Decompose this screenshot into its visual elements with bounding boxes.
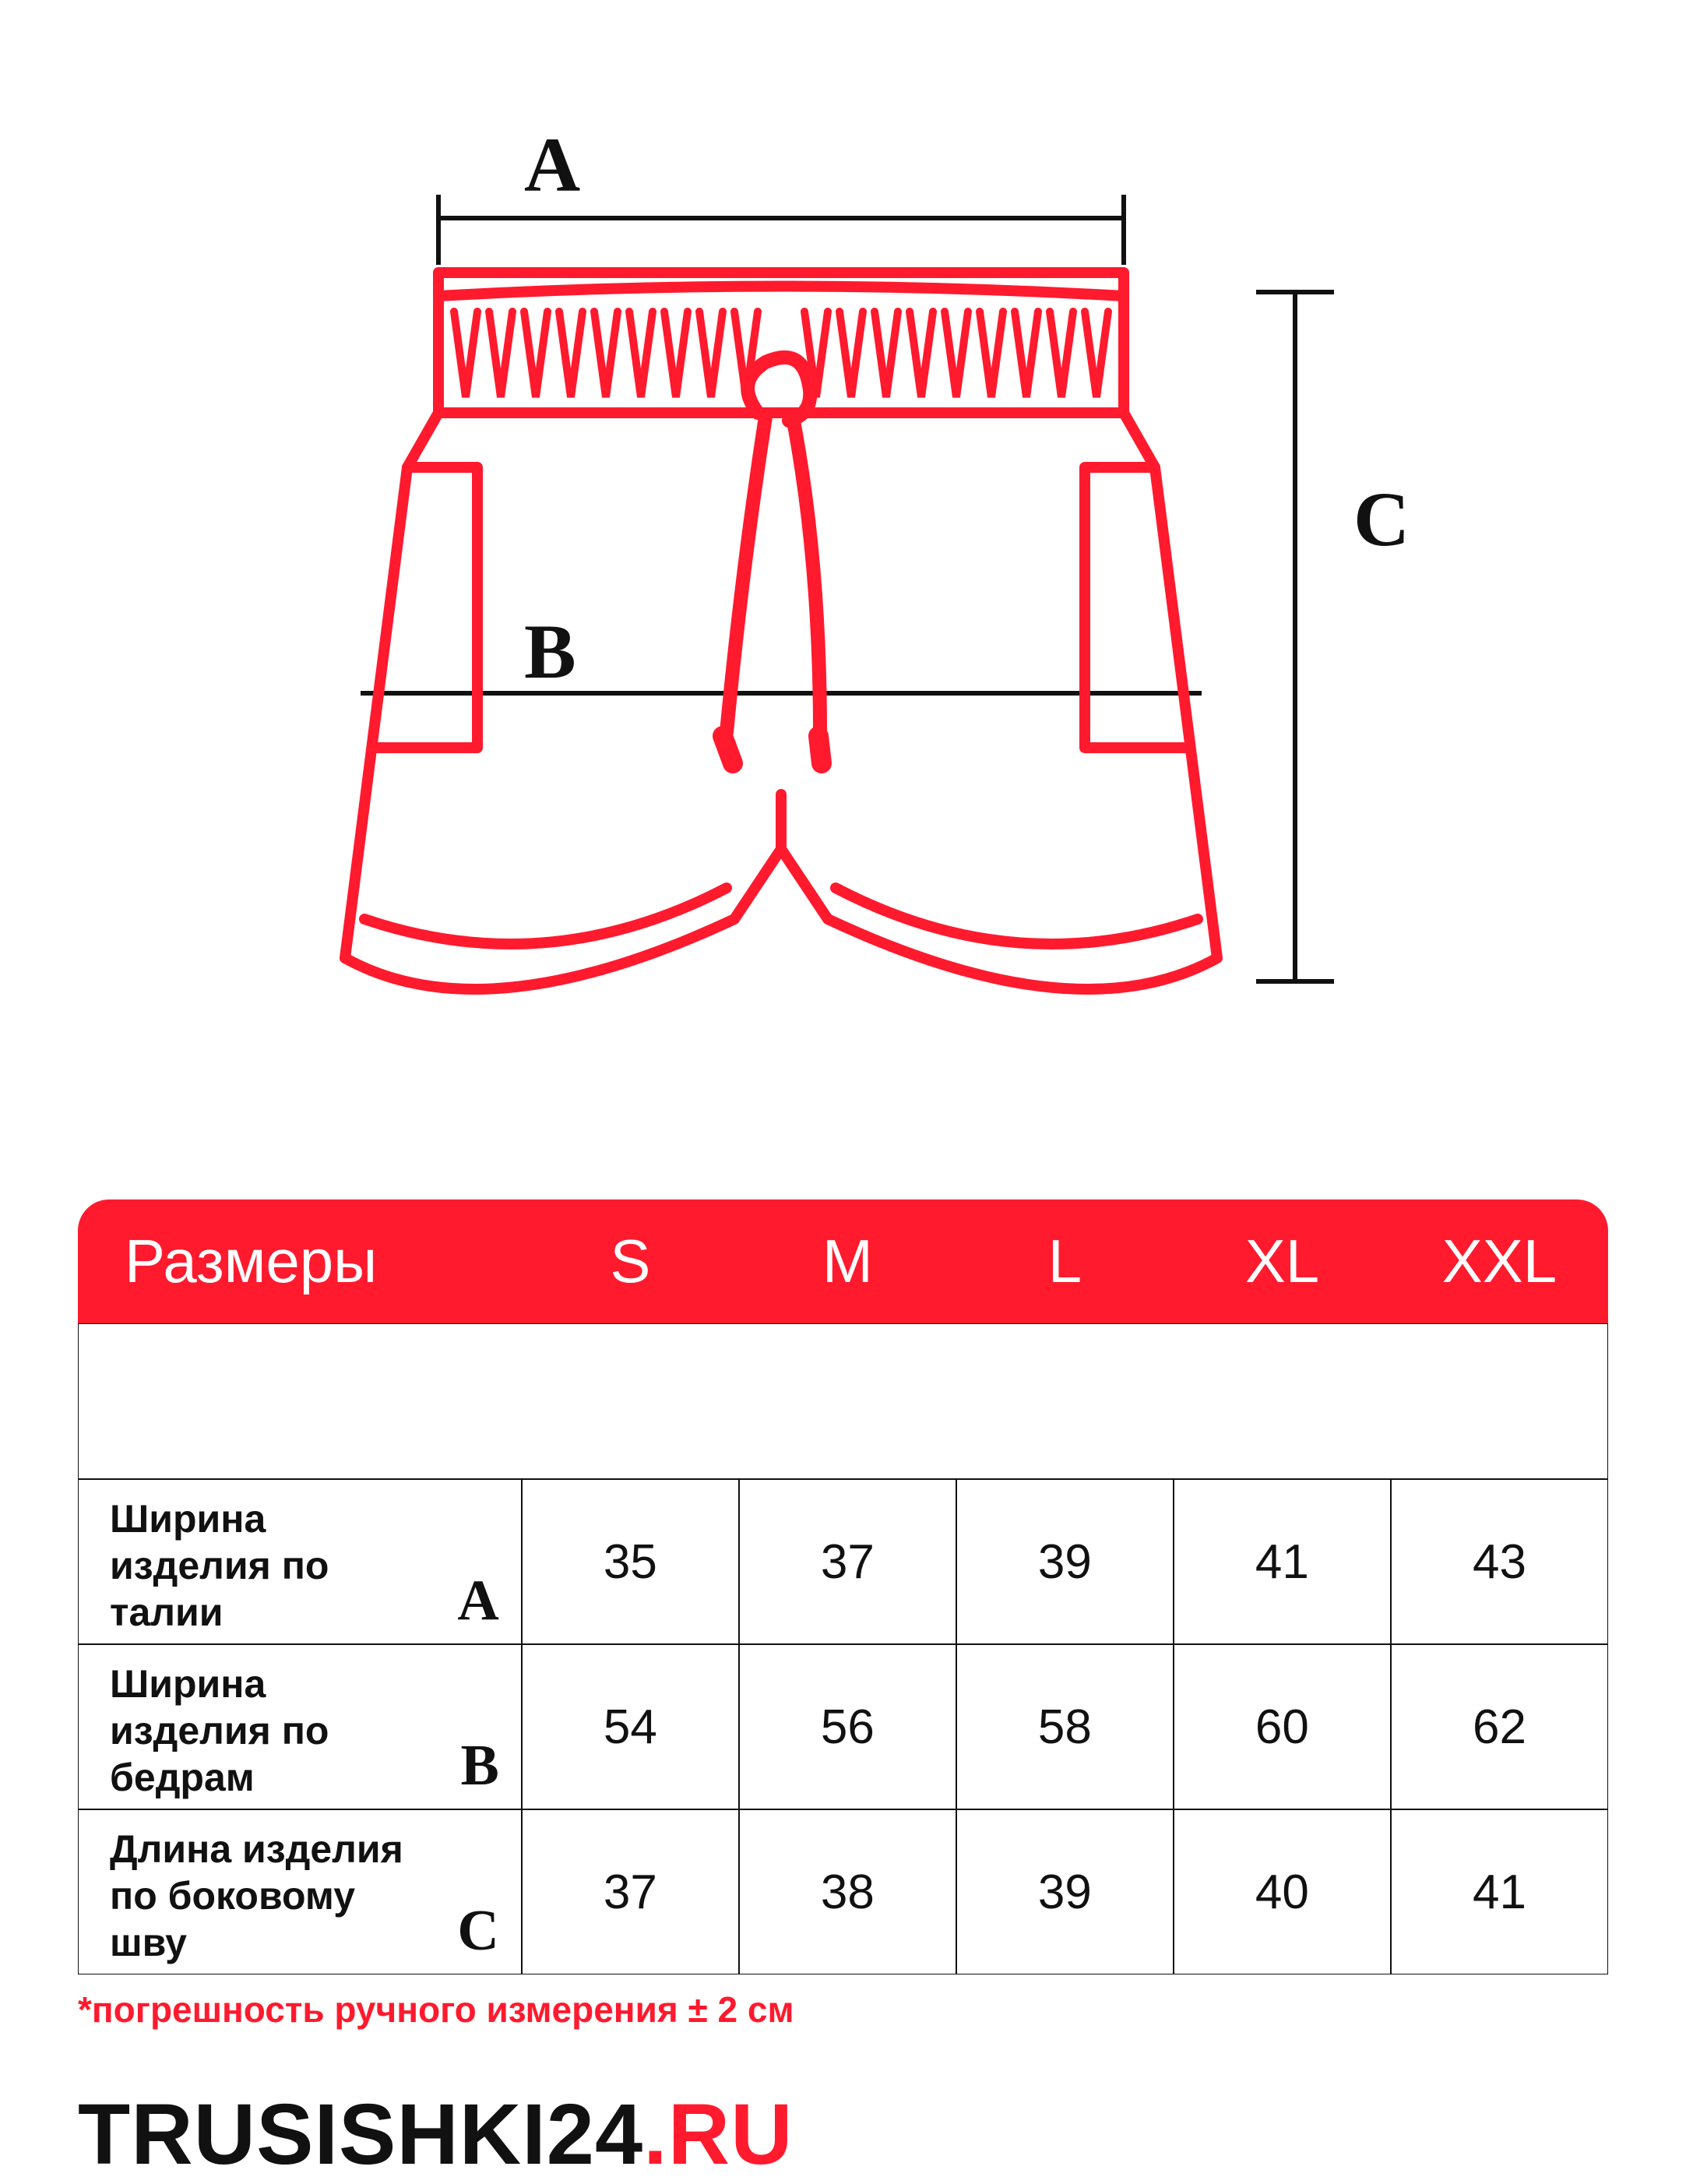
- table-header-row: Размеры S M L XL XXL: [78, 1199, 1608, 1323]
- value-cell: 56: [739, 1644, 956, 1809]
- value-cell: 62: [1391, 1644, 1608, 1809]
- shorts-outline: [345, 273, 1217, 989]
- shorts-diagram: A C B: [78, 62, 1608, 1137]
- table-row: Ширина изделия по бедрам B 54 56 58 60 6…: [78, 1644, 1608, 1809]
- header-size: M: [739, 1199, 956, 1323]
- metric-cell: Длина изделия по боковому шву C: [78, 1809, 522, 1974]
- value-cell: 35: [522, 1479, 739, 1644]
- header-size: S: [522, 1199, 739, 1323]
- metric-letter: B: [461, 1731, 499, 1801]
- value-cell: 37: [739, 1479, 956, 1644]
- table-row: Ширина изделия по талии A 35 37 39 41 43: [78, 1479, 1608, 1644]
- value-cell: 60: [1174, 1644, 1391, 1809]
- size-table: Размеры S M L XL XXL Ширина изделия по т…: [78, 1199, 1608, 1974]
- value-cell: 54: [522, 1644, 739, 1809]
- metric-label: Длина изделия по боковому шву: [110, 1826, 420, 1966]
- metric-label: Ширина изделия по бедрам: [110, 1661, 420, 1801]
- dimension-label-b: B: [524, 608, 576, 695]
- header-size: L: [956, 1199, 1174, 1323]
- header-sizes-label: Размеры: [78, 1199, 522, 1323]
- value-cell: 40: [1174, 1809, 1391, 1974]
- metric-cell: Ширина изделия по талии A: [78, 1479, 522, 1644]
- metric-label: Ширина изделия по талии: [110, 1495, 420, 1636]
- header-size: XXL: [1391, 1199, 1608, 1323]
- table-row: Длина изделия по боковому шву C 37 38 39…: [78, 1809, 1608, 1974]
- metric-cell: Ширина изделия по бедрам B: [78, 1644, 522, 1809]
- value-cell: 58: [956, 1644, 1174, 1809]
- footnote: *погрешность ручного измерения ± 2 см: [78, 1988, 1608, 2031]
- value-cell: 41: [1391, 1809, 1608, 1974]
- value-cell: 39: [956, 1479, 1174, 1644]
- value-cell: 39: [956, 1809, 1174, 1974]
- metric-letter: C: [457, 1897, 498, 1966]
- dimension-label-c: C: [1353, 476, 1410, 562]
- dimension-label-a: A: [524, 122, 580, 208]
- brand-part-2: .RU: [643, 2087, 793, 2182]
- value-cell: 37: [522, 1809, 739, 1974]
- metric-letter: A: [457, 1566, 498, 1636]
- drawstring: [723, 358, 822, 763]
- value-cell: 43: [1391, 1479, 1608, 1644]
- value-cell: 41: [1174, 1479, 1391, 1644]
- value-cell: 38: [739, 1809, 956, 1974]
- header-size: XL: [1174, 1199, 1391, 1323]
- brand-part-1: TRUSISHKI24: [78, 2087, 643, 2182]
- brand-logo: TRUSISHKI24.RU: [78, 2085, 1608, 2184]
